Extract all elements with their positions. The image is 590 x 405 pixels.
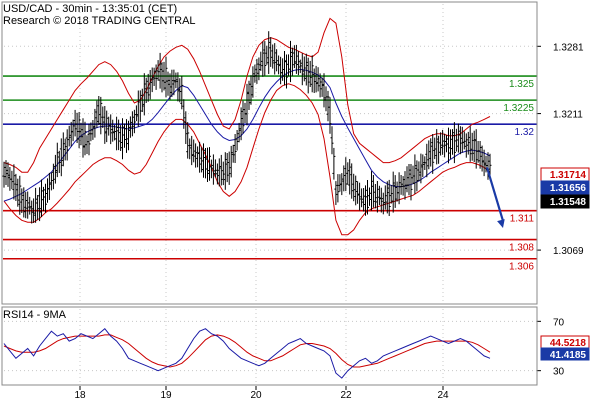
chart-header-title: USD/CAD - 30min - 13:35:01 (CET) [3, 3, 177, 15]
rsi-ma-line [3, 334, 491, 368]
level-label-support: 1.308 [509, 243, 534, 254]
rsi-panel-grid [4, 309, 537, 383]
price-levels: 1.325 1.3225 1.32 1.311 1.308 1.306 [3, 75, 537, 273]
rsi-axis-tick-label: 70 [553, 317, 565, 328]
price-axis-tick-label: 1.3211 [553, 110, 583, 121]
level-label-resistance: 1.325 [509, 79, 534, 90]
time-tick-label: 24 [437, 390, 449, 400]
forecast-arrow-shaft [485, 167, 505, 222]
level-label-support: 1.306 [509, 262, 534, 273]
bollinger-lower-line [3, 83, 491, 236]
level-label-support: 1.311 [510, 214, 535, 225]
price-box-label: 1.31548 [550, 197, 587, 208]
price-box-label: 1.31656 [550, 183, 587, 194]
time-tick-label: 18 [74, 390, 86, 400]
price-box-blue [540, 180, 590, 195]
rsi-box-blue [540, 347, 590, 361]
price-axis-tick-label: 1.3281 [553, 42, 584, 53]
level-label-pivot: 1.32 [515, 127, 535, 138]
price-series [2, 17, 492, 236]
forecast-arrow-head [497, 219, 505, 228]
forecast-arrow [485, 167, 505, 228]
rsi-box-label: 41.4185 [550, 350, 587, 361]
price-box-black [540, 194, 590, 209]
time-tick-label: 22 [340, 390, 352, 400]
chart-header-copyright: Research © 2018 TRADING CENTRAL [3, 15, 196, 27]
rsi-panel-frame [1, 306, 538, 386]
rsi-line [3, 327, 491, 379]
price-axis: 1.3069 1.3211 1.3281 1.31714 1.31656 1.31548 [537, 42, 590, 257]
price-panel-grid [4, 4, 537, 302]
price-box-label: 1.31714 [550, 170, 587, 181]
time-tick-label: 19 [160, 390, 172, 400]
time-tick-label: 20 [250, 390, 262, 400]
time-axis: 18 19 20 22 24 [74, 386, 449, 401]
level-label-resistance: 1.3225 [503, 103, 534, 114]
rsi-panel-title: RSI14 - 9MA [3, 309, 67, 321]
price-panel-frame [1, 1, 538, 305]
rsi-axis-tick-label: 30 [553, 367, 565, 378]
bollinger-upper-line [3, 17, 491, 173]
price-axis-tick-label: 1.3069 [553, 246, 584, 257]
rsi-series [3, 327, 491, 379]
rsi-box-label: 44.5218 [550, 338, 587, 349]
